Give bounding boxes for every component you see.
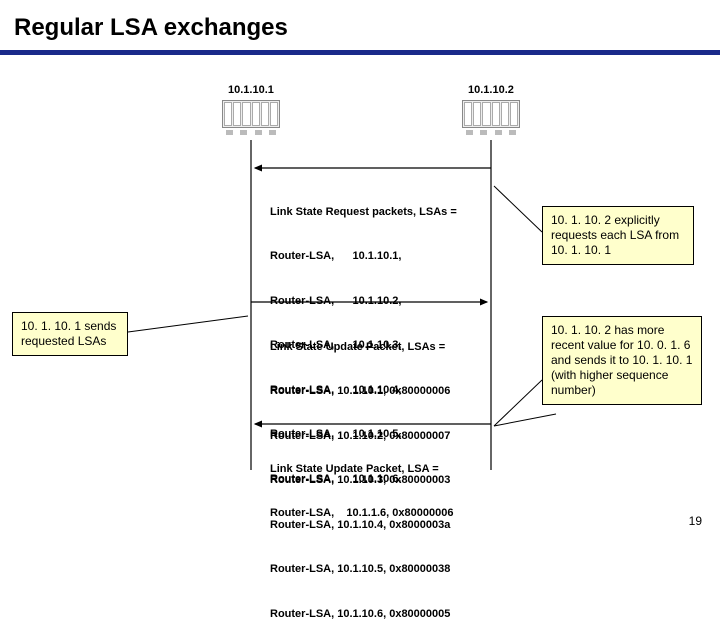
packet3-row: Router-LSA, 10.1.1.6, 0x80000006 (270, 506, 453, 521)
router-left-icon (222, 100, 280, 140)
packet2-title: Link State Update Packet, LSAs = (270, 340, 450, 355)
callout-right-bottom: 10. 1. 10. 2 has more recent value for 1… (542, 316, 702, 405)
packet1-row: Router-LSA, 10.1.10.2, (270, 294, 457, 309)
router-right-icon (462, 100, 520, 140)
packet2-row: Router-LSA, 10.1.10.1, 0x80000006 (270, 384, 450, 399)
packet2-row: Router-LSA, 10.1.10.5, 0x80000038 (270, 562, 450, 577)
packet1-title: Link State Request packets, LSAs = (270, 205, 457, 220)
packet2-row: Router-LSA, 10.1.10.6, 0x80000005 (270, 607, 450, 622)
callout-left: 10. 1. 10. 1 sends requested LSAs (12, 312, 128, 356)
packet1-row: Router-LSA, 10.1.10.1, (270, 249, 457, 264)
page-number: 19 (689, 514, 702, 528)
packet3-title: Link State Update Packet, LSA = (270, 462, 453, 477)
router-right-label: 10.1.10.2 (468, 84, 514, 96)
header-separator (0, 50, 720, 55)
router-left-label: 10.1.10.1 (228, 84, 274, 96)
callout-right-top: 10. 1. 10. 2 explicitly requests each LS… (542, 206, 694, 265)
page-title: Regular LSA exchanges (14, 14, 288, 42)
packet3-block: Link State Update Packet, LSA = Router-L… (270, 432, 453, 536)
